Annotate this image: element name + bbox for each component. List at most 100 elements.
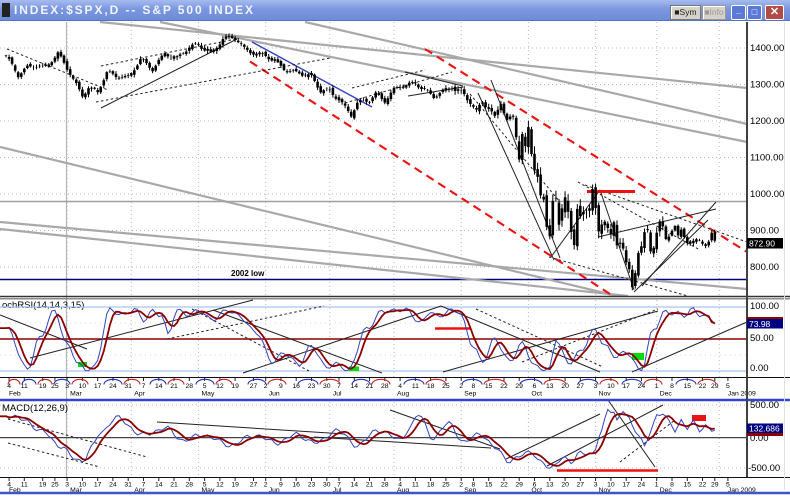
svg-text:7: 7 — [142, 482, 146, 489]
svg-text:4: 4 — [398, 482, 402, 489]
svg-text:Dec: Dec — [660, 391, 673, 398]
svg-text:1200.00: 1200.00 — [750, 116, 784, 127]
svg-text:0.00: 0.00 — [750, 363, 769, 374]
svg-text:27: 27 — [577, 482, 585, 489]
svg-text:24: 24 — [638, 482, 646, 489]
svg-text:7: 7 — [337, 383, 341, 390]
svg-text:Jan 2009: Jan 2009 — [728, 391, 756, 398]
svg-text:19: 19 — [231, 482, 239, 489]
svg-text:Mar: Mar — [70, 487, 82, 494]
svg-text:22: 22 — [500, 383, 508, 390]
svg-text:20: 20 — [561, 482, 569, 489]
svg-text:4: 4 — [398, 383, 402, 390]
svg-text:21: 21 — [170, 383, 178, 390]
svg-text:Nov: Nov — [599, 391, 612, 398]
svg-text:ochRSI(14,14,3,15): ochRSI(14,14,3,15) — [2, 300, 84, 311]
svg-text:27: 27 — [250, 383, 258, 390]
svg-text:28: 28 — [381, 383, 389, 390]
svg-text:Jul: Jul — [333, 487, 342, 494]
svg-text:May: May — [202, 487, 215, 494]
svg-text:2002 low: 2002 low — [231, 269, 265, 278]
svg-text:872.90: 872.90 — [749, 239, 775, 249]
svg-text:Jun: Jun — [269, 487, 280, 494]
svg-text:24: 24 — [109, 482, 117, 489]
svg-text:25: 25 — [51, 482, 59, 489]
svg-text:Dec: Dec — [660, 487, 673, 494]
svg-text:11: 11 — [21, 383, 28, 390]
svg-text:11: 11 — [412, 383, 419, 390]
svg-text:30: 30 — [323, 482, 331, 489]
svg-text:1300.00: 1300.00 — [750, 80, 784, 91]
svg-text:9: 9 — [279, 383, 283, 390]
svg-text:14: 14 — [351, 482, 359, 489]
svg-text:11: 11 — [412, 482, 419, 489]
svg-text:2: 2 — [459, 383, 463, 390]
svg-text:10: 10 — [607, 383, 615, 390]
svg-text:800.00: 800.00 — [750, 262, 779, 273]
svg-text:29: 29 — [515, 482, 523, 489]
svg-text:19: 19 — [39, 383, 47, 390]
svg-text:29: 29 — [515, 383, 523, 390]
svg-text:3: 3 — [65, 383, 69, 390]
svg-text:1400.00: 1400.00 — [750, 43, 784, 54]
svg-text:20: 20 — [561, 383, 569, 390]
svg-text:132.686: 132.686 — [749, 424, 780, 434]
svg-text:29: 29 — [711, 383, 719, 390]
svg-text:19: 19 — [39, 482, 47, 489]
svg-text:18: 18 — [427, 383, 435, 390]
svg-text:30: 30 — [323, 383, 331, 390]
svg-text:22: 22 — [699, 482, 707, 489]
svg-text:29: 29 — [711, 482, 719, 489]
svg-text:5: 5 — [726, 482, 730, 489]
svg-text:10: 10 — [79, 383, 87, 390]
svg-text:9: 9 — [279, 482, 283, 489]
svg-text:19: 19 — [231, 383, 239, 390]
svg-text:21: 21 — [366, 482, 374, 489]
svg-text:Jul: Jul — [333, 391, 342, 398]
svg-text:8: 8 — [670, 383, 674, 390]
svg-text:6: 6 — [533, 383, 537, 390]
svg-text:5: 5 — [203, 383, 207, 390]
svg-text:4: 4 — [7, 482, 11, 489]
svg-text:11: 11 — [21, 482, 28, 489]
svg-text:21: 21 — [170, 482, 178, 489]
svg-text:8: 8 — [670, 482, 674, 489]
svg-text:Oct: Oct — [531, 391, 542, 398]
svg-text:500.00: 500.00 — [750, 400, 779, 411]
svg-text:17: 17 — [94, 482, 102, 489]
svg-text:Jan 2009: Jan 2009 — [728, 487, 756, 494]
svg-text:15: 15 — [485, 383, 493, 390]
svg-text:Aug: Aug — [397, 487, 409, 494]
svg-text:8: 8 — [472, 383, 476, 390]
svg-text:13: 13 — [546, 482, 554, 489]
svg-text:24: 24 — [109, 383, 117, 390]
svg-text:28: 28 — [186, 383, 194, 390]
svg-text:24: 24 — [638, 383, 646, 390]
svg-text:0.00: 0.00 — [750, 433, 769, 444]
svg-text:8: 8 — [472, 482, 476, 489]
svg-text:21: 21 — [366, 383, 374, 390]
svg-text:23: 23 — [308, 482, 316, 489]
svg-text:7: 7 — [142, 383, 146, 390]
svg-text:2: 2 — [264, 482, 268, 489]
svg-text:Mar: Mar — [70, 391, 82, 398]
svg-text:16: 16 — [292, 482, 300, 489]
svg-text:Nov: Nov — [599, 487, 612, 494]
svg-text:28: 28 — [381, 482, 389, 489]
svg-text:31: 31 — [124, 383, 132, 390]
svg-text:3: 3 — [594, 383, 598, 390]
svg-text:Oct: Oct — [531, 487, 542, 494]
svg-text:73.98: 73.98 — [749, 319, 771, 329]
svg-text:17: 17 — [94, 383, 102, 390]
svg-text:12: 12 — [216, 482, 224, 489]
svg-text:25: 25 — [442, 482, 450, 489]
svg-text:3: 3 — [65, 482, 69, 489]
svg-text:2: 2 — [264, 383, 268, 390]
svg-text:900.00: 900.00 — [750, 226, 779, 237]
svg-text:Sep: Sep — [464, 391, 476, 398]
svg-text:25: 25 — [442, 383, 450, 390]
svg-text:3: 3 — [594, 482, 598, 489]
svg-text:10: 10 — [607, 482, 615, 489]
svg-text:4: 4 — [7, 383, 11, 390]
svg-text:22: 22 — [699, 383, 707, 390]
